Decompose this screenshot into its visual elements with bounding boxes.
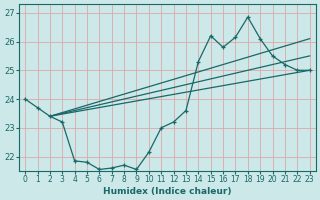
X-axis label: Humidex (Indice chaleur): Humidex (Indice chaleur)	[103, 187, 232, 196]
